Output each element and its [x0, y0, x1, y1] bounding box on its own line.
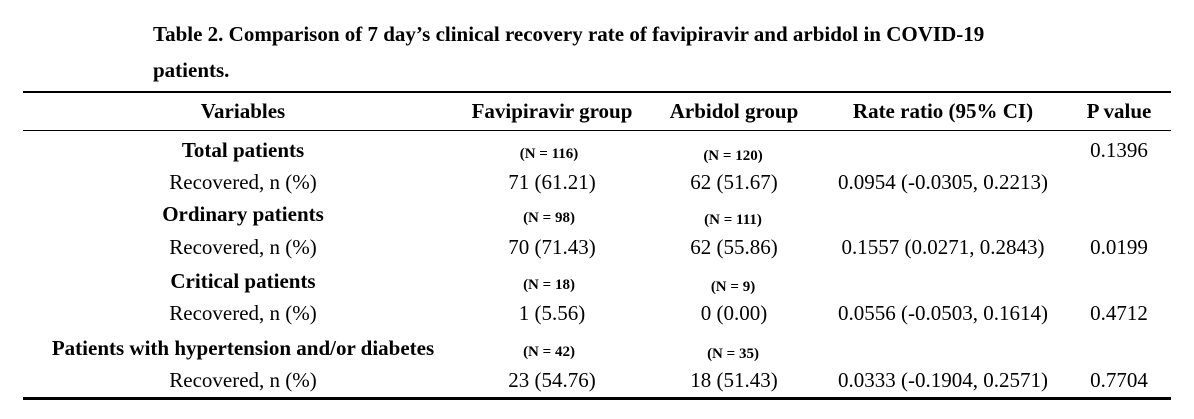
group-label-total: Total patients — [181, 138, 305, 162]
table-bottom-rule — [23, 397, 1171, 400]
row-label-hypertension-diabetes-recovered: Recovered, n (%) — [169, 368, 317, 392]
row-p-value-critical-recovered: 0.4712 — [1090, 301, 1148, 325]
row-arbidol-hypertension-diabetes-recovered: 18 (51.43) — [690, 368, 778, 392]
row-favipiravir-hypertension-diabetes-recovered: 23 (54.76) — [508, 368, 596, 392]
row-favipiravir-critical-recovered: 1 (5.56) — [518, 301, 586, 325]
group-n-favipiravir-total: (N = 116) — [519, 146, 579, 162]
row-p-value-ordinary-recovered: 0.0199 — [1090, 235, 1148, 259]
group-label-critical: Critical patients — [170, 269, 316, 293]
group-n-favipiravir-critical: (N = 18) — [523, 277, 575, 293]
row-p-value-hypertension-diabetes-recovered: 0.7704 — [1090, 368, 1148, 392]
row-label-critical-recovered: Recovered, n (%) — [169, 301, 317, 325]
row-rate-ratio-critical-recovered: 0.0556 (-0.0503, 0.1614) — [838, 301, 1048, 325]
group-n-arbidol-ordinary: (N = 111) — [704, 212, 762, 228]
table-header-rule — [23, 130, 1171, 131]
row-favipiravir-ordinary-recovered: 70 (71.43) — [508, 235, 596, 259]
table-top-rule — [23, 91, 1171, 93]
group-n-arbidol-critical: (N = 9) — [710, 279, 756, 295]
header-favipiravir-group: Favipiravir group — [471, 99, 633, 123]
row-arbidol-total-recovered: 62 (51.67) — [690, 170, 778, 194]
header-arbidol-group: Arbidol group — [669, 99, 799, 123]
row-rate-ratio-total-recovered: 0.0954 (-0.0305, 0.2213) — [838, 170, 1048, 194]
row-arbidol-critical-recovered: 0 (0.00) — [700, 301, 768, 325]
row-label-ordinary-recovered: Recovered, n (%) — [169, 235, 317, 259]
group-n-favipiravir-hypertension-diabetes: (N = 42) — [523, 344, 575, 360]
row-arbidol-ordinary-recovered: 62 (55.86) — [690, 235, 778, 259]
header-variables: Variables — [200, 99, 286, 123]
table-caption: Table 2. Comparison of 7 day’s clinical … — [153, 22, 985, 82]
group-p-value-total: 0.1396 — [1090, 138, 1148, 162]
group-label-ordinary: Ordinary patients — [162, 202, 324, 226]
row-rate-ratio-ordinary-recovered: 0.1557 (0.0271, 0.2843) — [841, 235, 1045, 259]
row-label-total-recovered: Recovered, n (%) — [169, 170, 317, 194]
group-n-favipiravir-ordinary: (N = 98) — [523, 210, 575, 226]
group-label-hypertension-diabetes: Patients with hypertension and/or diabet… — [51, 336, 435, 360]
header-p-value: P value — [1086, 99, 1152, 123]
group-n-arbidol-total: (N = 120) — [703, 148, 763, 164]
group-n-arbidol-hypertension-diabetes: (N = 35) — [707, 346, 759, 362]
row-favipiravir-total-recovered: 71 (61.21) — [508, 170, 596, 194]
header-rate-ratio: Rate ratio (95% CI) — [852, 99, 1034, 123]
row-rate-ratio-hypertension-diabetes-recovered: 0.0333 (-0.1904, 0.2571) — [838, 368, 1048, 392]
